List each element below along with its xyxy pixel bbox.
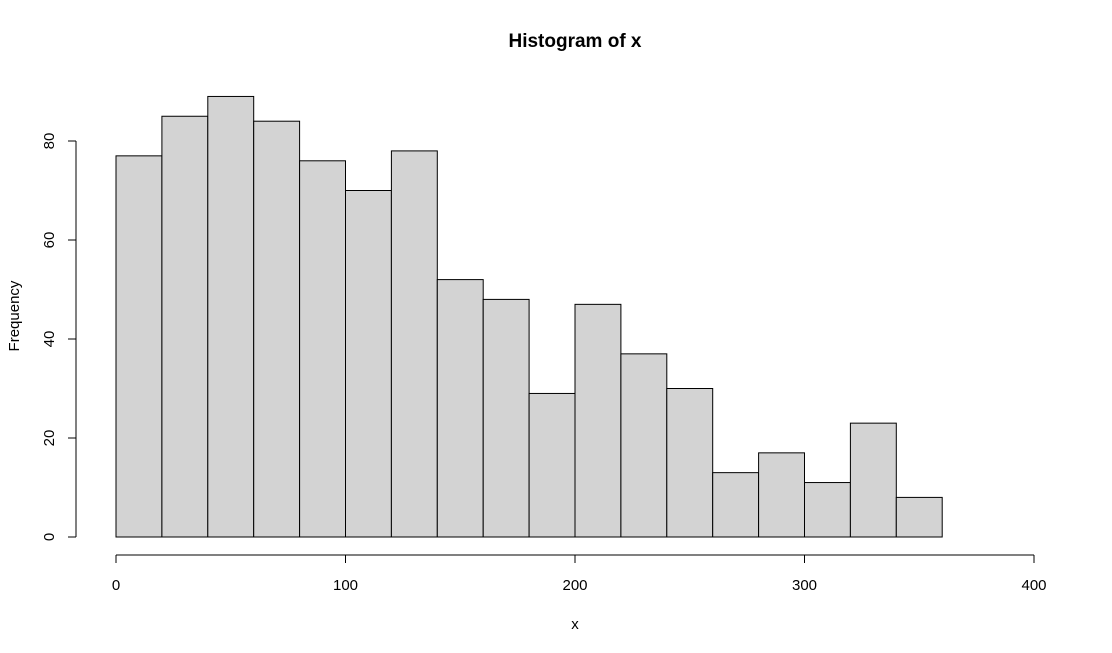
y-axis: 0 20 40 60 80 (41, 133, 77, 541)
x-tick-label: 100 (333, 577, 358, 594)
histogram-bar (253, 120, 301, 538)
histogram-bar (804, 482, 851, 538)
y-tick-label: 0 (41, 533, 58, 541)
chart-title: Histogram of x (508, 31, 641, 52)
histogram-bar (849, 422, 897, 538)
histogram-bar (207, 95, 255, 538)
histogram-bar (528, 392, 576, 538)
histogram-bar (895, 496, 943, 538)
y-tick-label: 80 (41, 133, 58, 150)
histogram-bar (161, 115, 209, 538)
histogram-bar (299, 160, 347, 538)
histogram-bar (436, 279, 484, 538)
histogram-bar (345, 190, 392, 538)
histogram-bar (758, 452, 805, 538)
histogram-bar (574, 303, 622, 538)
y-tick-label: 20 (41, 430, 58, 447)
x-tick-label: 200 (562, 577, 587, 594)
x-tick-label: 400 (1021, 577, 1046, 594)
histogram-bar (482, 298, 530, 538)
histogram-bar (666, 388, 714, 538)
histogram-bar (390, 150, 438, 538)
histogram-bar (620, 353, 668, 538)
histogram-bar (712, 472, 760, 538)
y-tick-label: 40 (41, 331, 58, 348)
bars-group (115, 95, 943, 538)
x-tick-label: 0 (112, 577, 120, 594)
x-axis-label: x (571, 616, 579, 633)
x-tick-label: 300 (792, 577, 817, 594)
histogram-bar (115, 155, 163, 538)
y-axis-label: Frequency (6, 280, 23, 351)
y-tick-label: 60 (41, 232, 58, 249)
x-axis: 0 100 200 300 400 (112, 554, 1047, 594)
